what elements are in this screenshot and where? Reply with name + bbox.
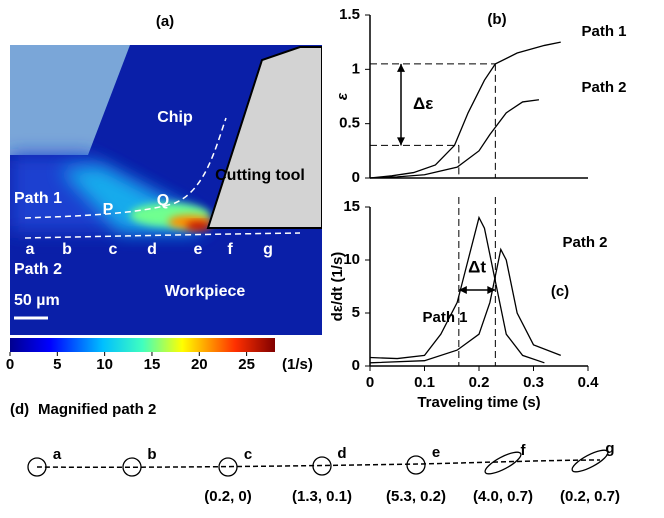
panel-title: Magnified path 2: [38, 401, 156, 418]
y-tick-label: 0.5: [339, 115, 360, 132]
colorbar-tick-label: 10: [96, 356, 113, 373]
series-line: [370, 100, 539, 178]
colorbar: [10, 338, 275, 352]
series-line: [370, 249, 561, 362]
colorbar-tick-label: 0: [6, 356, 14, 373]
y-tick-label: 5: [352, 304, 360, 321]
series-line: [370, 42, 561, 178]
point-label: d: [147, 241, 157, 258]
point-label: e: [432, 444, 440, 461]
legend-label: Path 2: [581, 79, 626, 96]
y-tick-label: 0: [352, 169, 360, 186]
point-label: d: [337, 445, 346, 462]
strain-zone: [186, 222, 210, 230]
y-axis-label: dε/dt (1/s): [329, 252, 346, 322]
colorbar-tick-label: 15: [144, 356, 161, 373]
point-label: f: [227, 241, 233, 258]
point-coords: (0.2, 0.7): [560, 488, 620, 505]
x-axis-label: Traveling time (s): [417, 394, 540, 411]
point-label: a: [26, 241, 35, 258]
colorbar-unit: (1/s): [282, 356, 313, 373]
path-label: Path 2: [14, 261, 62, 278]
panel-a: (a) Chip Cutting tool Workpiece Path 1 P…: [6, 13, 322, 373]
series-line: [370, 218, 544, 363]
panel-d: (d) Magnified path 2 a b c (0.2, 0) d (1.3, 0…: [10, 401, 620, 505]
point-label: P: [103, 201, 114, 218]
x-tick-label: 0.1: [414, 374, 435, 391]
region-label: Workpiece: [165, 283, 246, 300]
x-tick-label: 0: [366, 374, 374, 391]
point-label: e: [194, 241, 203, 258]
strain-ellipse: [570, 446, 611, 475]
point-label: Q: [157, 192, 169, 209]
annotation: Δε: [413, 94, 433, 113]
point-coords: (1.3, 0.1): [292, 488, 352, 505]
legend-label: Path 1: [581, 23, 626, 40]
panel-label: (b): [487, 11, 506, 28]
point-label: g: [605, 440, 614, 457]
scale-label: 50 µm: [14, 292, 60, 309]
point-label: b: [147, 446, 156, 463]
point-label: c: [244, 446, 252, 463]
colorbar-tick-label: 5: [53, 356, 61, 373]
point-coords: (0.2, 0): [204, 488, 252, 505]
x-tick-label: 0.4: [578, 374, 600, 391]
legend-label: Path 2: [562, 234, 607, 251]
panel-label: (c): [551, 283, 569, 300]
annotation: Δt: [468, 257, 486, 276]
point-label: a: [53, 446, 62, 463]
colorbar-tick-label: 25: [238, 356, 255, 373]
panel-label: (d): [10, 401, 29, 418]
legend-label: Path 1: [422, 309, 467, 326]
colorbar-tick-label: 20: [191, 356, 208, 373]
panel-label: (a): [156, 13, 174, 30]
strain-ellipse: [483, 448, 524, 477]
y-tick-label: 0: [352, 357, 360, 374]
y-tick-label: 1: [352, 60, 360, 77]
y-axis-label: ε: [334, 92, 351, 100]
point-label: g: [263, 241, 273, 258]
point-coords: (4.0, 0.7): [473, 488, 533, 505]
strain-ellipse: [407, 456, 425, 474]
y-tick-label: 1.5: [339, 6, 360, 23]
region-label: Cutting tool: [215, 167, 305, 184]
point-label: f: [521, 442, 527, 459]
region-label: Chip: [157, 109, 193, 126]
x-tick-label: 0.2: [469, 374, 490, 391]
y-tick-label: 15: [343, 198, 360, 215]
figure: (a) Chip Cutting tool Workpiece Path 1 P…: [0, 0, 664, 513]
path-label: Path 1: [14, 190, 62, 207]
point-label: b: [62, 241, 72, 258]
point-coords: (5.3, 0.2): [386, 488, 446, 505]
x-tick-label: 0.3: [523, 374, 544, 391]
point-label: c: [109, 241, 118, 258]
